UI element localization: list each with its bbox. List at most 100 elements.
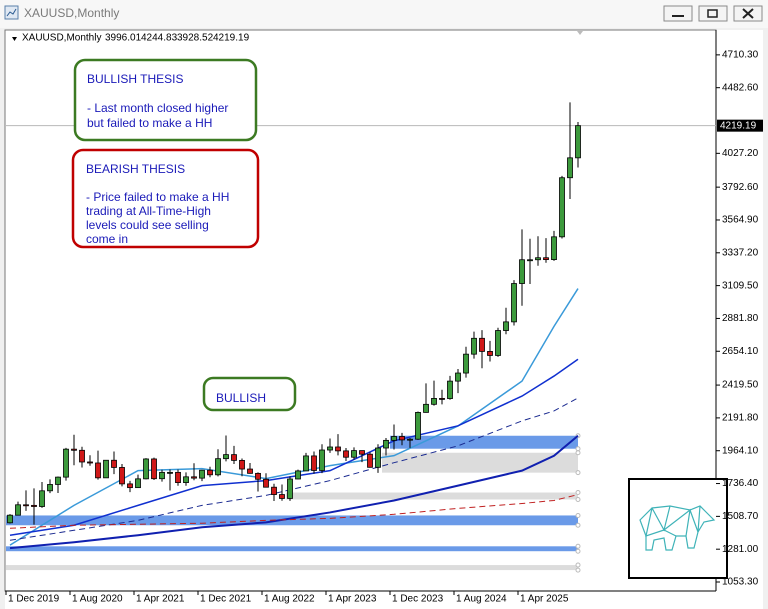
zone bbox=[6, 515, 578, 526]
candle-body bbox=[239, 459, 245, 470]
zone bbox=[6, 546, 578, 552]
candle-body bbox=[47, 484, 53, 492]
candle-body bbox=[167, 471, 173, 474]
candle-body bbox=[183, 476, 189, 483]
minimize-button[interactable] bbox=[663, 5, 693, 22]
candle-body bbox=[399, 436, 405, 441]
candle-body bbox=[303, 455, 309, 472]
annotation-title: BULLISH bbox=[216, 391, 266, 405]
header-high: 4244.83 bbox=[141, 33, 178, 44]
candle-body bbox=[423, 403, 429, 413]
zone-handle bbox=[575, 548, 581, 554]
candle-body bbox=[143, 458, 149, 480]
y-tick-label: 1281.00 bbox=[722, 544, 759, 555]
candle-body bbox=[367, 453, 373, 468]
candle-body bbox=[263, 478, 269, 488]
candle-body bbox=[527, 259, 533, 262]
time-axis bbox=[5, 591, 763, 609]
x-tick-label: 1 Aug 2024 bbox=[456, 594, 507, 605]
candle-body bbox=[551, 236, 557, 260]
candle-body bbox=[87, 461, 93, 464]
candle-body bbox=[375, 447, 381, 468]
candle-body bbox=[295, 470, 301, 480]
candle-body bbox=[463, 353, 469, 374]
window-icon-glyph bbox=[6, 8, 17, 17]
candle-body bbox=[255, 472, 261, 480]
y-tick-label: 1964.10 bbox=[722, 445, 759, 456]
title-bar bbox=[0, 0, 768, 28]
moving-average bbox=[9, 358, 579, 536]
y-tick-label: 1053.30 bbox=[722, 577, 759, 588]
bullish-box bbox=[202, 376, 297, 412]
zone bbox=[6, 565, 578, 571]
candle-body bbox=[351, 450, 357, 458]
candle-body bbox=[575, 125, 581, 159]
zone-handle bbox=[575, 543, 581, 549]
chart-symbol: XAUUSD,Monthly bbox=[22, 33, 101, 44]
zone-handle bbox=[575, 567, 581, 573]
candle-body bbox=[327, 446, 333, 451]
candle-body bbox=[271, 486, 277, 495]
restore-button[interactable] bbox=[698, 5, 728, 22]
candle-body bbox=[447, 380, 453, 399]
candle-body bbox=[335, 446, 341, 452]
close-glyph bbox=[742, 8, 754, 19]
zone-handle bbox=[575, 522, 581, 528]
moving-average bbox=[9, 288, 579, 546]
candle-body bbox=[31, 504, 37, 507]
x-tick-label: 1 Dec 2021 bbox=[200, 594, 252, 605]
y-tick-label: 1508.70 bbox=[722, 511, 759, 522]
candle-body bbox=[127, 483, 133, 489]
bear-logo bbox=[639, 505, 716, 551]
candle-body bbox=[415, 411, 421, 440]
x-tick-label: 1 Dec 2019 bbox=[8, 594, 60, 605]
candle-body bbox=[135, 478, 141, 489]
header-close: 4219.19 bbox=[213, 33, 250, 44]
candle-body bbox=[223, 454, 229, 460]
candle-body bbox=[111, 459, 117, 468]
candle-body bbox=[479, 337, 485, 352]
candle-body bbox=[119, 467, 125, 485]
moving-average bbox=[9, 434, 579, 550]
y-tick-label: 4027.20 bbox=[722, 148, 759, 159]
restore-glyph bbox=[707, 9, 718, 18]
y-tick-label: 4482.60 bbox=[722, 82, 759, 93]
y-tick-label: 2419.50 bbox=[722, 380, 759, 391]
annotation-title: BEARISH THESIS bbox=[86, 162, 185, 176]
zone bbox=[286, 492, 578, 500]
y-tick-label: 3564.90 bbox=[722, 215, 759, 226]
candle-body bbox=[487, 351, 493, 356]
candle-body bbox=[247, 468, 253, 474]
candle-body bbox=[431, 398, 437, 405]
candle-body bbox=[151, 458, 157, 480]
bullish-thesis-box bbox=[73, 58, 258, 142]
candle-body bbox=[175, 471, 181, 483]
candle-body bbox=[559, 177, 565, 238]
zone-handle bbox=[575, 490, 581, 496]
candle-body bbox=[503, 321, 509, 331]
candle-body bbox=[279, 494, 285, 499]
candle-body bbox=[359, 450, 365, 455]
candle-body bbox=[215, 458, 221, 476]
price-tag bbox=[717, 119, 763, 132]
candle-body bbox=[471, 337, 477, 355]
bearish-thesis-box bbox=[71, 148, 260, 249]
x-tick-label: 1 Apr 2021 bbox=[136, 594, 185, 605]
candle-body bbox=[439, 398, 445, 400]
y-tick-label: 3109.50 bbox=[722, 280, 759, 291]
candle-body bbox=[207, 469, 213, 476]
zone-handle bbox=[575, 446, 581, 452]
candle-body bbox=[95, 462, 101, 479]
price-tag-label: 4219.19 bbox=[720, 120, 757, 131]
moving-average bbox=[9, 494, 579, 529]
moving-average bbox=[9, 397, 579, 541]
candle-body bbox=[343, 450, 349, 458]
annotation-line: levels could see selling bbox=[86, 218, 209, 232]
candle-body bbox=[495, 330, 501, 356]
x-tick-label: 1 Dec 2023 bbox=[392, 594, 444, 605]
candle-body bbox=[455, 372, 461, 382]
candle-body bbox=[311, 455, 317, 471]
candle-body bbox=[567, 157, 573, 179]
candle-body bbox=[191, 476, 197, 479]
